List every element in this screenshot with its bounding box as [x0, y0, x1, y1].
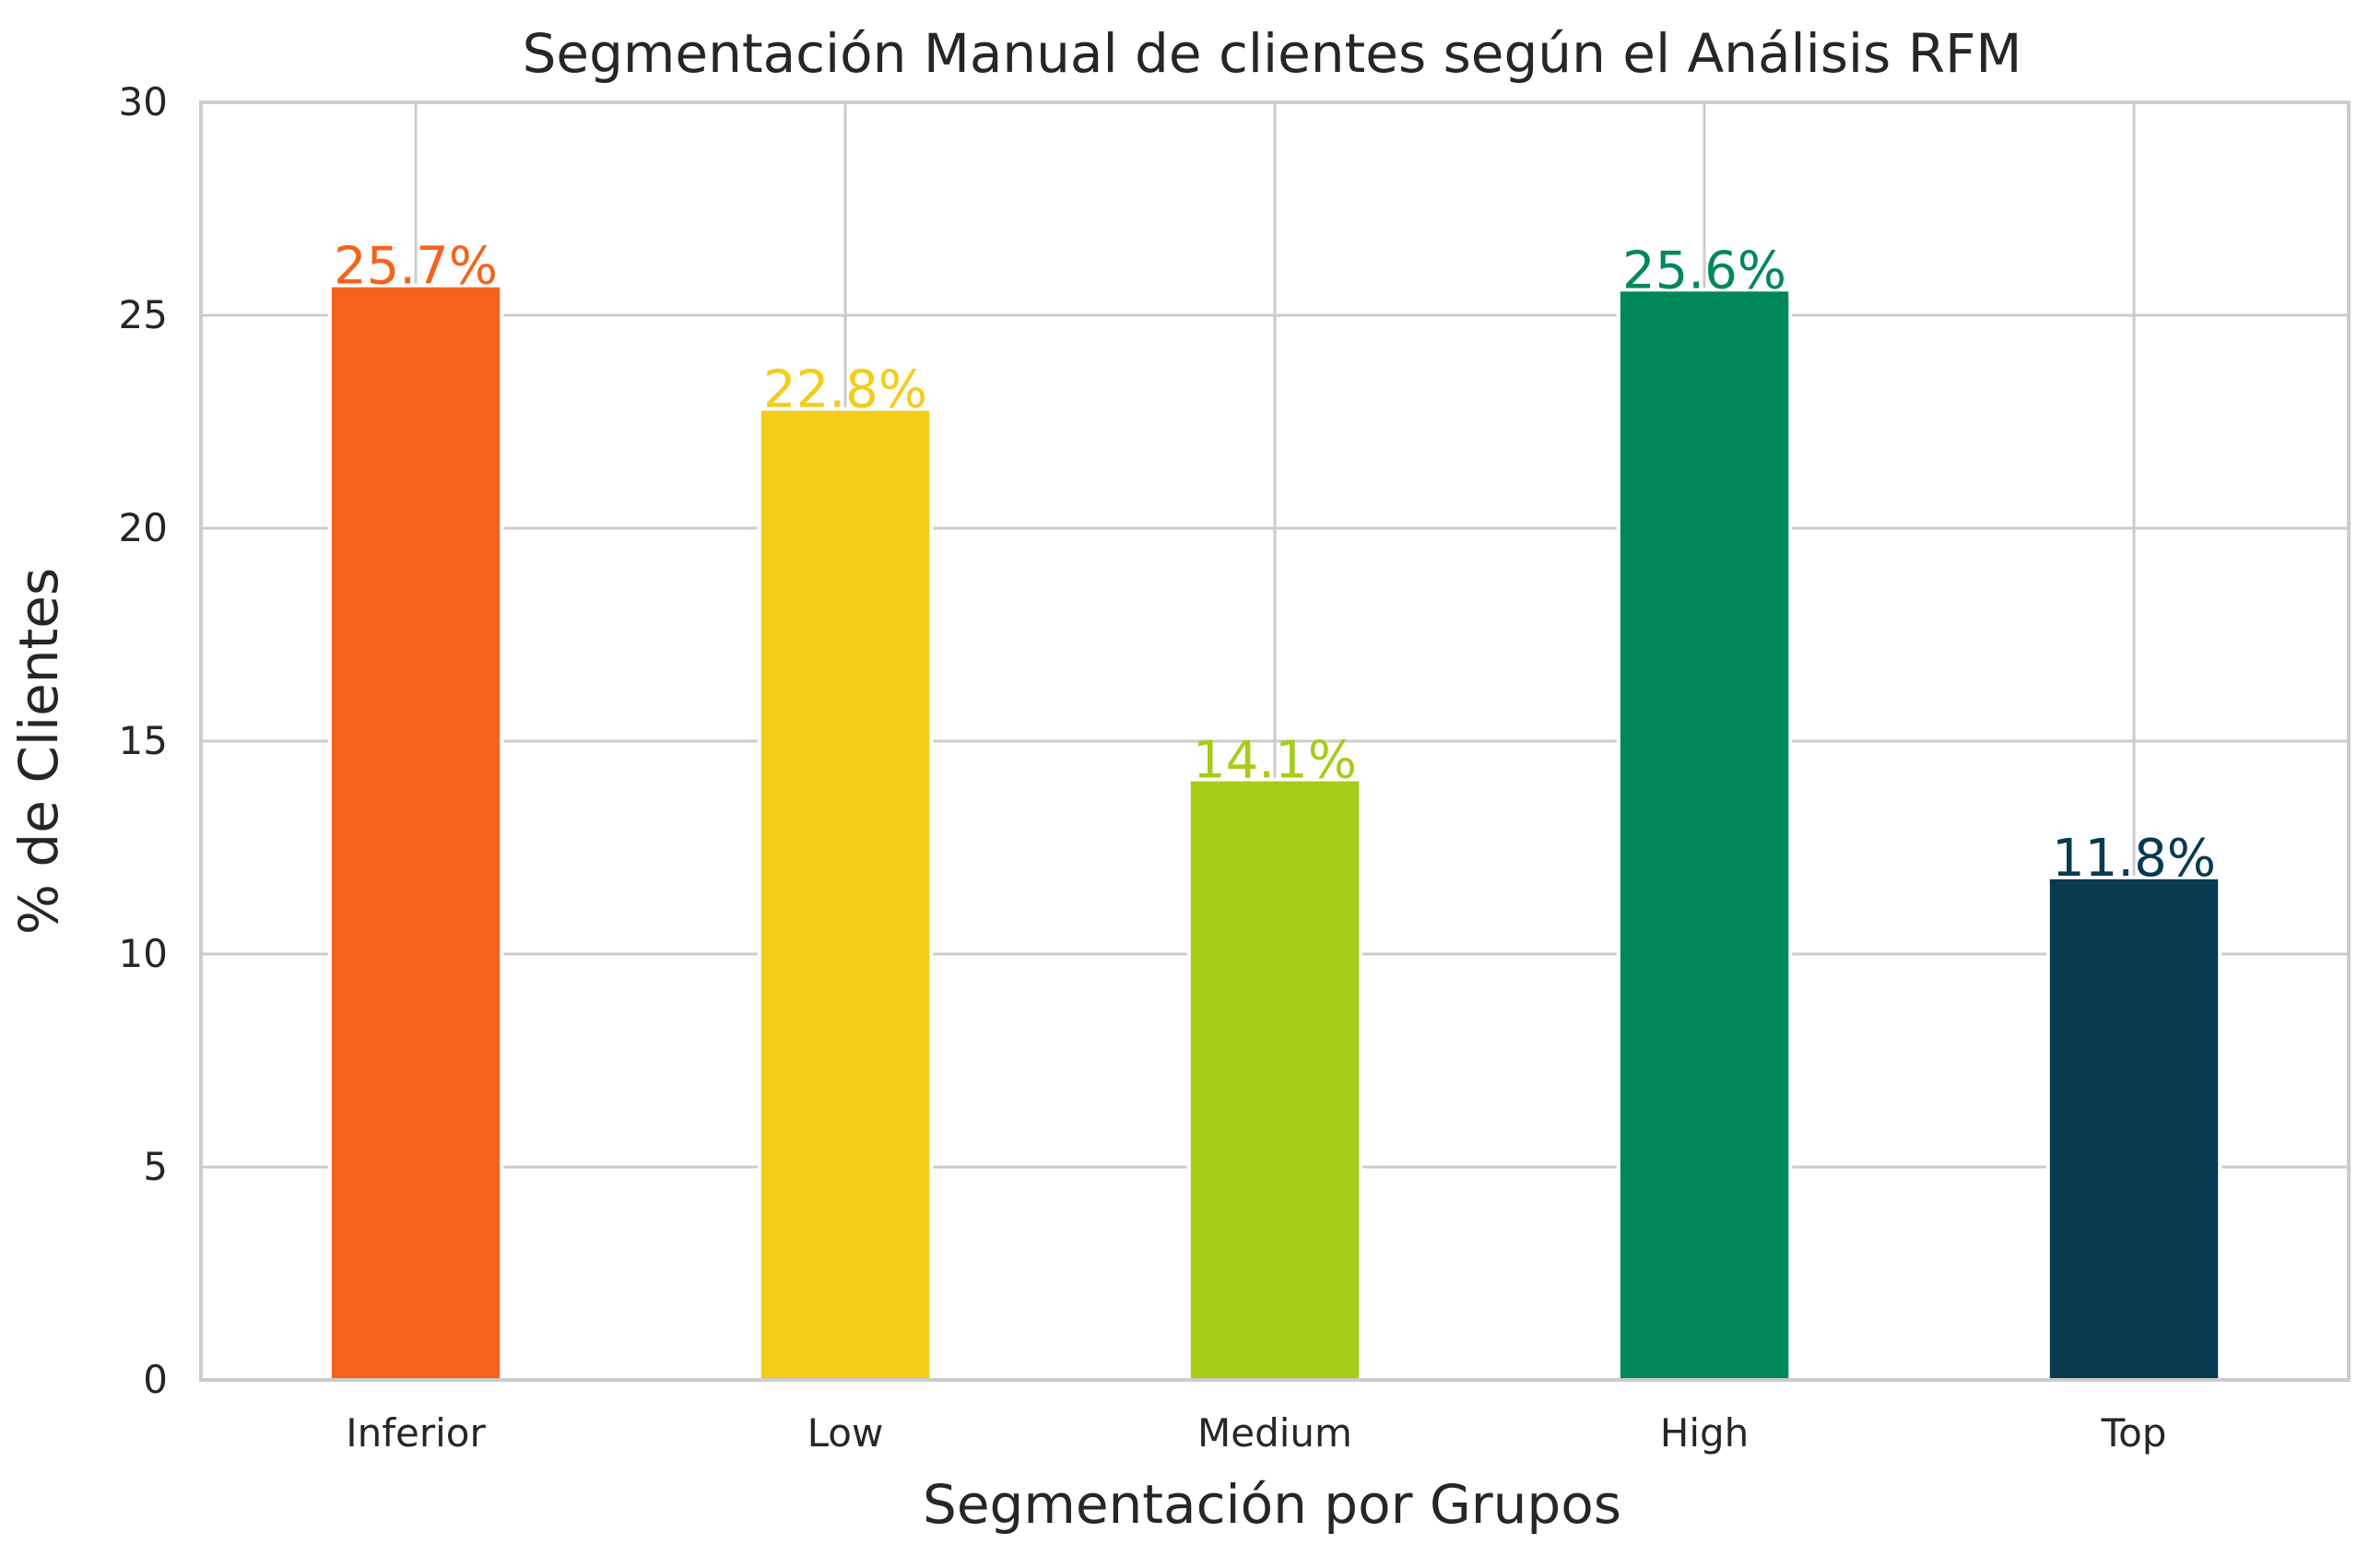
y-tick-label: 10 — [119, 931, 168, 976]
y-tick-label: 15 — [119, 718, 168, 763]
bar-value-label: 14.1% — [1193, 731, 1357, 791]
bars-layer — [327, 283, 2222, 1382]
y-tick-label: 20 — [119, 505, 168, 550]
x-tick-label: Low — [807, 1410, 884, 1456]
chart-title: Segmentación Manual de clientes según el… — [523, 22, 2022, 85]
bar-top — [2045, 875, 2222, 1382]
x-tick-label: Medium — [1197, 1410, 1352, 1456]
y-tick-label: 0 — [143, 1357, 168, 1402]
x-axis-label: Segmentación por Grupos — [923, 1473, 1621, 1536]
bar-high — [1616, 288, 1793, 1382]
bar-medium — [1186, 777, 1363, 1382]
bar-value-label: 25.6% — [1622, 241, 1786, 301]
bar-inferior — [327, 283, 504, 1382]
y-tick-label: 5 — [143, 1144, 168, 1189]
bar-low — [757, 407, 934, 1382]
y-axis-label: % de Clientes — [7, 568, 70, 935]
bar-value-label: 11.8% — [2052, 829, 2216, 889]
x-tick-label: Top — [2101, 1410, 2167, 1456]
bar-value-label: 25.7% — [334, 237, 498, 297]
value-labels-layer: 25.7% 22.8% 14.1% 25.6% 11.8% — [334, 237, 2216, 889]
plot-border — [199, 100, 2351, 1382]
y-tick-label: 25 — [119, 292, 168, 337]
x-tick-label: Inferior — [346, 1410, 486, 1456]
plot-frame — [199, 100, 2351, 1382]
bar-value-label: 22.8% — [763, 360, 927, 420]
x-tick-label: High — [1660, 1410, 1750, 1456]
tick-labels-layer: 0 5 10 15 20 25 30 Inferior Low Medium High Top — [119, 79, 2167, 1456]
y-tick-label: 30 — [119, 79, 168, 124]
